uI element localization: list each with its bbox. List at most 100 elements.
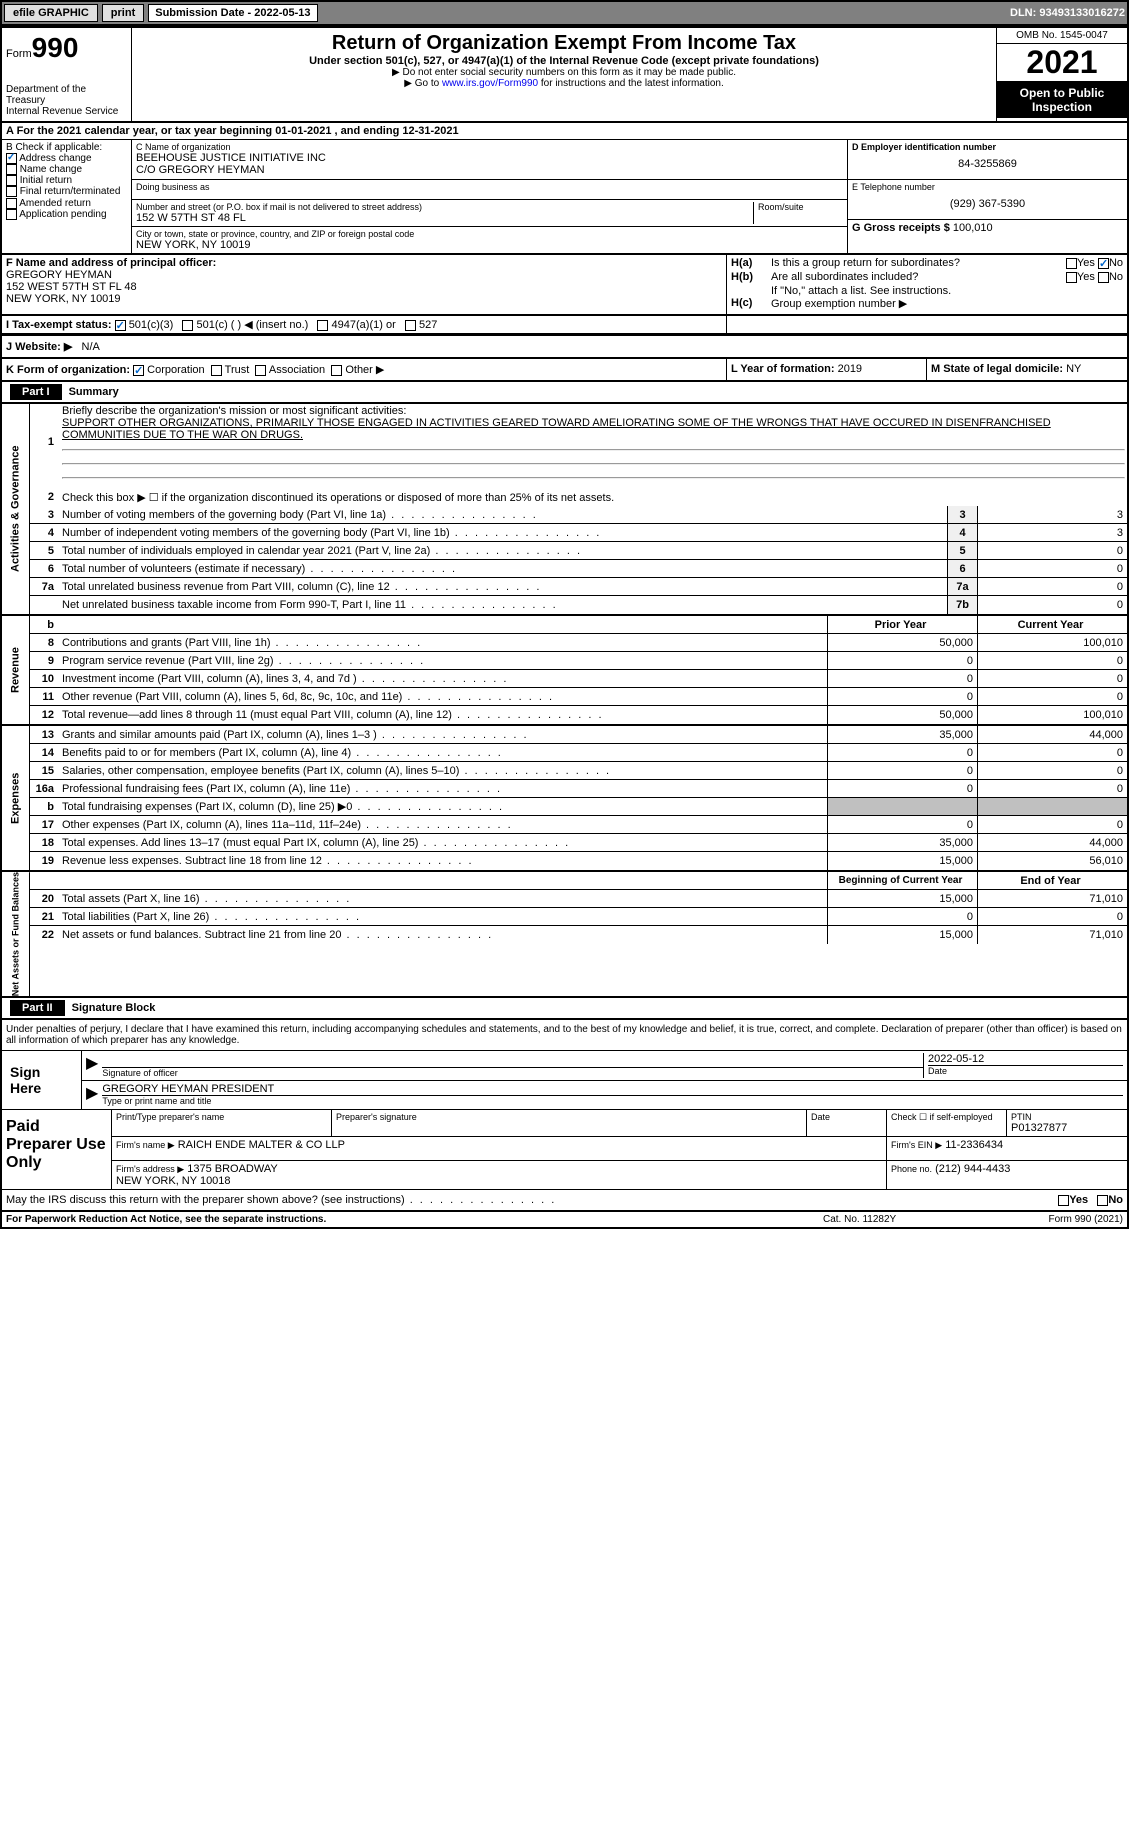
form-page-label: Form 990 (2021): [973, 1214, 1123, 1225]
summary-row: 6 Total number of volunteers (estimate i…: [30, 560, 1127, 578]
summary-row: 11 Other revenue (Part VIII, column (A),…: [30, 688, 1127, 706]
check-501c3[interactable]: [115, 320, 126, 331]
summary-row: 13 Grants and similar amounts paid (Part…: [30, 726, 1127, 744]
i-tax-status: I Tax-exempt status: 501(c)(3) 501(c) ( …: [6, 318, 722, 331]
room-label: Room/suite: [758, 202, 843, 212]
section-fh: F Name and address of principal officer:…: [0, 255, 1129, 316]
prior-year-header: Prior Year: [827, 616, 977, 633]
check-4947[interactable]: [317, 320, 328, 331]
row-ij: I Tax-exempt status: 501(c)(3) 501(c) ( …: [0, 316, 1129, 336]
part1-badge: Part I: [10, 384, 62, 400]
form-title: Return of Organization Exempt From Incom…: [136, 32, 992, 55]
print-button[interactable]: print: [102, 4, 144, 22]
discuss-yn[interactable]: Yes No: [1058, 1194, 1123, 1206]
dln-label: DLN: 93493133016272: [1010, 7, 1125, 19]
note-link: ▶ Go to www.irs.gov/Form990 for instruct…: [136, 78, 992, 89]
line1-label: Briefly describe the organization's miss…: [62, 405, 406, 417]
sign-here-label: Sign Here: [2, 1051, 82, 1109]
ha-label: H(a): [731, 257, 771, 269]
summary-row: 7a Total unrelated business revenue from…: [30, 578, 1127, 596]
net-assets-section: Net Assets or Fund Balances Beginning of…: [0, 872, 1129, 998]
prep-check-label: Check ☐ if self-employed: [891, 1112, 1002, 1123]
city-label: City or town, state or province, country…: [136, 229, 843, 239]
ha-yn[interactable]: Yes No: [1013, 257, 1123, 269]
phone-value: (929) 367-5390: [852, 198, 1123, 210]
check-final-return[interactable]: Final return/terminated: [6, 186, 127, 197]
paperwork-notice: For Paperwork Reduction Act Notice, see …: [6, 1214, 823, 1225]
tab-activities: Activities & Governance: [2, 404, 30, 614]
section-bcdeg: B Check if applicable: Address change Na…: [0, 140, 1129, 255]
form-header: Form990 Department of the Treasury Inter…: [0, 26, 1129, 123]
dba-label: Doing business as: [136, 182, 843, 192]
open-public-badge: Open to Public Inspection: [997, 82, 1127, 118]
efile-button[interactable]: efile GRAPHIC: [4, 4, 98, 22]
part1-header-row: Part I Summary: [0, 382, 1129, 404]
check-527[interactable]: [405, 320, 416, 331]
hb-text: Are all subordinates included?: [771, 271, 1013, 283]
summary-row: 9 Program service revenue (Part VIII, li…: [30, 652, 1127, 670]
row-klm: K Form of organization: Corporation Trus…: [0, 359, 1129, 382]
summary-row: 22 Net assets or fund balances. Subtract…: [30, 926, 1127, 944]
tab-revenue: Revenue: [2, 616, 30, 724]
part2-header-row: Part II Signature Block: [0, 998, 1129, 1020]
check-corp[interactable]: [133, 365, 144, 376]
discuss-question: May the IRS discuss this return with the…: [6, 1194, 1058, 1206]
ein-value: 84-3255869: [852, 158, 1123, 170]
summary-row: 10 Investment income (Part VIII, column …: [30, 670, 1127, 688]
end-year-header: End of Year: [977, 872, 1127, 889]
m-state: M State of legal domicile: NY: [927, 359, 1127, 380]
check-initial-return[interactable]: Initial return: [6, 175, 127, 186]
summary-row: b Total fundraising expenses (Part IX, c…: [30, 798, 1127, 816]
perjury-declaration: Under penalties of perjury, I declare th…: [2, 1020, 1127, 1050]
summary-row: 17 Other expenses (Part IX, column (A), …: [30, 816, 1127, 834]
activities-governance: Activities & Governance 1 Briefly descri…: [0, 404, 1129, 616]
cat-number: Cat. No. 11282Y: [823, 1214, 973, 1225]
check-other[interactable]: [331, 365, 342, 376]
summary-row: 8 Contributions and grants (Part VIII, l…: [30, 634, 1127, 652]
irs-link[interactable]: www.irs.gov/Form990: [442, 78, 538, 89]
check-app-pending[interactable]: Application pending: [6, 209, 127, 220]
summary-row: 15 Salaries, other compensation, employe…: [30, 762, 1127, 780]
ha-text: Is this a group return for subordinates?: [771, 257, 1013, 269]
ptin-label: PTIN: [1011, 1112, 1123, 1122]
arrow-icon: ▶: [86, 1083, 98, 1107]
check-trust[interactable]: [211, 365, 222, 376]
date-label: Date: [928, 1065, 1123, 1076]
tab-expenses: Expenses: [2, 726, 30, 870]
part2-title: Signature Block: [72, 1002, 156, 1014]
section-b: B Check if applicable: Address change Na…: [2, 140, 132, 253]
check-address-change[interactable]: Address change: [6, 153, 127, 164]
tab-net-assets: Net Assets or Fund Balances: [2, 872, 30, 996]
prep-date-label: Date: [811, 1112, 882, 1122]
check-amended[interactable]: Amended return: [6, 198, 127, 209]
dept-label: Department of the Treasury Internal Reve…: [6, 84, 127, 117]
revenue-section: Revenue b Prior Year Current Year 8 Cont…: [0, 616, 1129, 726]
toolbar: efile GRAPHIC print Submission Date - 20…: [0, 0, 1129, 26]
summary-row: 4 Number of independent voting members o…: [30, 524, 1127, 542]
note-ssn: ▶ Do not enter social security numbers o…: [136, 67, 992, 78]
firm-ein: 11-2336434: [945, 1139, 1003, 1151]
c-name-label: C Name of organization: [136, 142, 843, 152]
row-a-tax-year: A For the 2021 calendar year, or tax yea…: [0, 123, 1129, 140]
check-assoc[interactable]: [255, 365, 266, 376]
begin-year-header: Beginning of Current Year: [827, 872, 977, 889]
hb-yn[interactable]: Yes No: [1013, 271, 1123, 283]
check-name-change[interactable]: Name change: [6, 164, 127, 175]
org-name: BEEHOUSE JUSTICE INITIATIVE INC C/O GREG…: [136, 152, 843, 176]
hc-label: H(c): [731, 297, 771, 310]
part1-title: Summary: [69, 386, 119, 398]
e-phone-label: E Telephone number: [852, 182, 1123, 192]
firm-name: RAICH ENDE MALTER & CO LLP: [178, 1139, 345, 1151]
prep-sig-label: Preparer's signature: [336, 1112, 802, 1122]
sig-date: 2022-05-12: [928, 1053, 1123, 1065]
officer-name: GREGORY HEYMAN PRESIDENT: [102, 1083, 1123, 1095]
hc-text: Group exemption number ▶: [771, 297, 1123, 310]
part2-badge: Part II: [10, 1000, 65, 1016]
k-form-org: K Form of organization: Corporation Trus…: [2, 359, 727, 380]
officer-name-label: Type or print name and title: [102, 1095, 1123, 1106]
check-501c[interactable]: [182, 320, 193, 331]
summary-row: 12 Total revenue—add lines 8 through 11 …: [30, 706, 1127, 724]
ptin-value: P01327877: [1011, 1122, 1123, 1134]
summary-row: 21 Total liabilities (Part X, line 26) 0…: [30, 908, 1127, 926]
city-value: NEW YORK, NY 10019: [136, 239, 843, 251]
